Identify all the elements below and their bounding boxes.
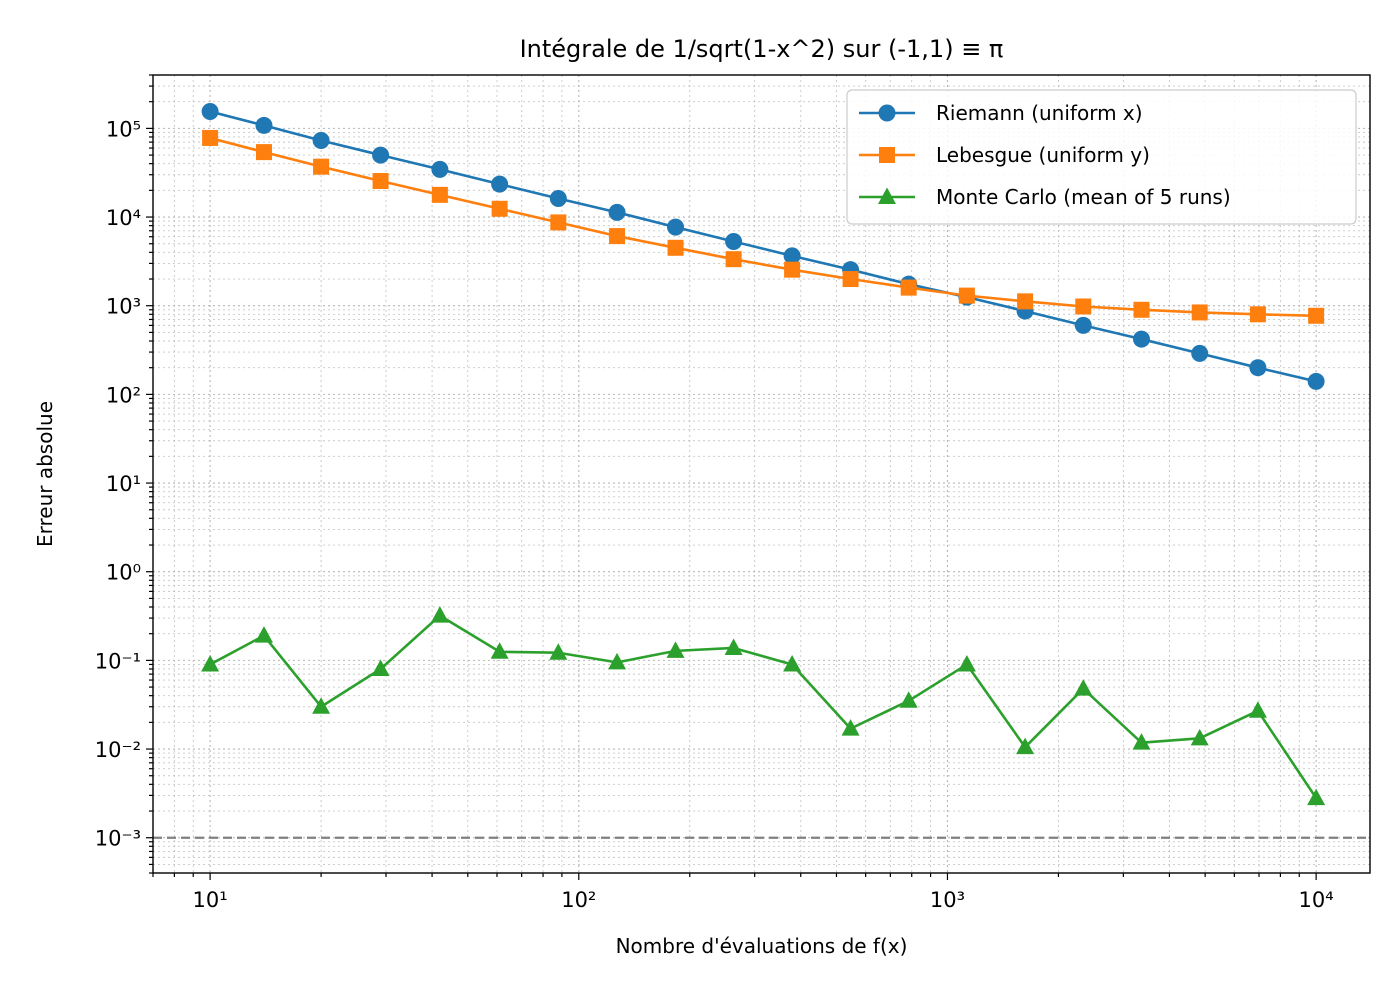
data-point	[372, 146, 390, 164]
x-tick-label: 10⁴	[1299, 888, 1334, 912]
legend-marker	[878, 104, 896, 122]
legend-label: Lebesgue (uniform y)	[936, 143, 1150, 167]
data-point	[900, 279, 917, 296]
data-point	[549, 189, 567, 207]
data-point	[1307, 372, 1325, 390]
data-point	[783, 247, 801, 265]
series-group	[201, 103, 1326, 806]
data-point	[550, 214, 567, 231]
data-point	[430, 606, 449, 623]
data-point	[667, 239, 684, 256]
data-point	[202, 129, 219, 146]
data-point	[667, 218, 685, 236]
data-point	[1308, 307, 1325, 324]
legend-label: Riemann (uniform x)	[936, 101, 1143, 125]
series-line	[209, 110, 1317, 383]
data-point	[549, 643, 568, 660]
data-point	[666, 641, 685, 658]
legend-item: Riemann (uniform x)	[859, 101, 1143, 125]
data-point	[1191, 344, 1209, 362]
x-tick-label: 10³	[930, 888, 965, 912]
data-point	[725, 251, 742, 268]
data-point	[1133, 330, 1151, 348]
legend-label: Monte Carlo (mean of 5 runs)	[936, 185, 1231, 209]
data-point	[1074, 316, 1092, 334]
data-point	[1017, 293, 1034, 310]
data-point	[842, 271, 859, 288]
data-point	[255, 116, 273, 134]
series-3	[201, 606, 1326, 806]
data-point	[1133, 301, 1150, 318]
data-point	[1307, 788, 1326, 806]
data-point	[1191, 304, 1208, 321]
data-point	[1249, 306, 1266, 323]
data-point	[1249, 359, 1267, 377]
data-point	[313, 158, 330, 175]
legend-marker	[878, 187, 896, 204]
data-point	[608, 652, 627, 670]
series-line	[209, 614, 1318, 799]
data-point	[254, 626, 273, 643]
x-tick-label: 10²	[561, 888, 596, 912]
legend-box	[846, 89, 1357, 225]
data-point	[431, 186, 448, 203]
data-point	[608, 203, 626, 221]
data-point	[1190, 728, 1209, 746]
legend: Riemann (uniform x) Lebesgue (uniform y) M…	[846, 89, 1357, 225]
data-point	[491, 200, 508, 217]
data-point	[490, 642, 509, 659]
x-axis-label: Nombre d'évaluations de f(x)	[616, 934, 908, 958]
y-tick-label: 10⁻³	[95, 827, 141, 851]
data-point	[1248, 701, 1267, 718]
data-point	[784, 261, 801, 278]
data-point	[255, 144, 272, 161]
data-point	[725, 232, 743, 250]
plot-frame	[152, 74, 1371, 874]
y-tick-label: 10¹	[106, 472, 141, 496]
y-tick-label: 10²	[106, 383, 141, 407]
y-tick-label: 10⁵	[106, 117, 141, 141]
data-point	[312, 697, 331, 714]
series-1	[201, 103, 1325, 390]
chart-title: Intégrale de 1/sqrt(1-x^2) sur (-1,1) ≡ …	[520, 35, 1004, 63]
data-point	[1075, 298, 1092, 315]
legend-item: Lebesgue (uniform y)	[859, 143, 1150, 167]
data-point	[431, 160, 449, 178]
y-tick-label: 10⁻²	[95, 738, 141, 762]
y-axis-label: Erreur absolue	[33, 401, 57, 547]
data-point	[1016, 737, 1035, 755]
series-line	[209, 136, 1317, 318]
data-point	[201, 103, 219, 121]
data-point	[724, 638, 743, 655]
y-tick-label: 10³	[106, 295, 141, 319]
legend-item: Monte Carlo (mean of 5 runs)	[859, 185, 1231, 209]
y-tick-label: 10⁻¹	[95, 649, 141, 673]
data-point	[491, 175, 509, 193]
data-point	[783, 654, 802, 672]
data-point	[371, 659, 390, 676]
data-point	[841, 719, 860, 736]
data-point	[201, 654, 220, 672]
data-point	[1074, 679, 1093, 696]
series-2	[202, 129, 1325, 324]
axis-ticks: 10¹ 10² 10³ 10⁴ 10⁻³ 10⁻² 10⁻¹ 10⁰ 10¹ 10² 10³ 10⁴ 1…	[95, 74, 1334, 912]
data-point	[609, 228, 626, 245]
y-tick-label: 10⁰	[106, 561, 141, 585]
data-point	[957, 654, 976, 672]
legend-marker	[879, 147, 895, 163]
data-point	[958, 287, 975, 304]
data-point	[1132, 733, 1151, 750]
data-point	[372, 173, 389, 190]
x-tick-label: 10¹	[193, 888, 228, 912]
data-point	[312, 132, 330, 150]
data-point	[899, 691, 918, 708]
y-tick-label: 10⁴	[106, 206, 141, 230]
